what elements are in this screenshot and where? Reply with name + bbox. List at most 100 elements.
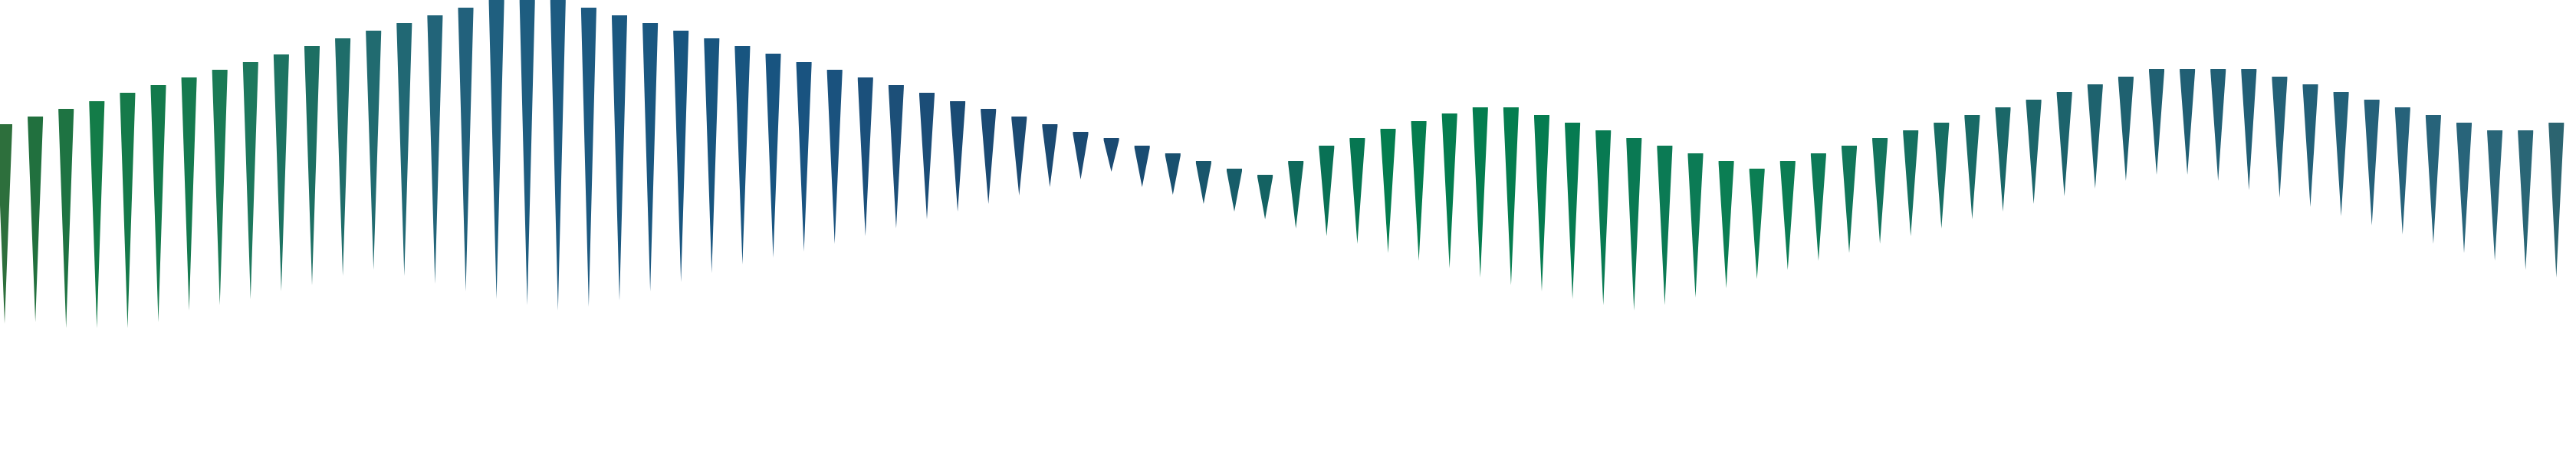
triangle-cap	[1779, 161, 1796, 163]
triangle-mark	[1165, 153, 1181, 195]
triangle-cap	[1995, 107, 2011, 110]
triangle-mark	[1472, 107, 1488, 278]
triangle-body	[2056, 94, 2072, 196]
triangle-body	[2487, 133, 2503, 261]
triangle-cap	[1964, 115, 1980, 117]
triangle-cap	[919, 93, 935, 95]
triangle-cap	[2210, 69, 2226, 71]
triangle-body	[1903, 133, 1919, 236]
triangle-cap	[550, 0, 566, 2]
triangle-mark	[1626, 138, 1642, 310]
triangle-body	[1565, 125, 1581, 299]
triangle-mark	[2518, 130, 2534, 270]
triangle-mark	[2487, 130, 2503, 261]
triangle-cap	[2118, 77, 2134, 79]
triangle-cap	[673, 31, 689, 33]
triangle-body	[642, 25, 659, 291]
triangle-cap	[1103, 138, 1119, 140]
triangle-cap	[181, 77, 197, 80]
triangle-cap	[89, 101, 105, 104]
triangle-cap	[950, 101, 966, 104]
triangle-body	[58, 111, 74, 328]
triangle-body	[1288, 163, 1304, 228]
triangle-body	[2333, 94, 2349, 216]
triangle-mark	[2149, 69, 2164, 175]
triangle-body	[1073, 134, 1089, 179]
triangle-mark	[1657, 146, 1673, 305]
triangle-body	[1411, 123, 1427, 261]
triangle-mark	[1319, 146, 1335, 236]
triangle-cap	[1718, 161, 1734, 163]
triangle-mark	[150, 85, 166, 322]
triangle-cap	[273, 54, 289, 57]
triangle-cap	[734, 46, 751, 48]
triangle-body	[2241, 71, 2257, 190]
triangle-mark	[857, 77, 873, 236]
triangle-mark	[1718, 161, 1734, 288]
triangle-mark	[212, 70, 228, 305]
triangle-body	[1319, 148, 1335, 236]
triangle-body	[1779, 163, 1796, 270]
triangle-mark	[1749, 169, 1765, 279]
triangle-cap	[1257, 175, 1273, 177]
triangle-body	[1657, 148, 1673, 305]
triangle-mark	[396, 23, 412, 276]
triangle-cap	[2364, 100, 2380, 102]
triangle-cap	[2026, 100, 2042, 102]
triangle-mark	[28, 117, 44, 322]
triangle-body	[765, 56, 781, 258]
triangle-mark	[734, 46, 751, 264]
triangle-body	[1195, 163, 1211, 204]
triangle-mark	[181, 77, 197, 310]
triangle-cap	[1810, 153, 1826, 156]
triangle-mark	[888, 85, 904, 228]
triangle-mark	[2210, 69, 2226, 181]
triangle-body	[519, 2, 535, 305]
triangle-body	[427, 18, 443, 284]
triangle-cap	[981, 109, 997, 111]
triangle-body	[550, 2, 566, 310]
triangle-mark	[1810, 153, 1826, 261]
triangle-cap	[396, 23, 412, 25]
triangle-cap	[1195, 161, 1211, 163]
triangle-cap	[1565, 123, 1581, 125]
triangle-body	[1595, 133, 1612, 305]
triangle-body	[2087, 87, 2103, 189]
triangle-mark	[1842, 146, 1857, 253]
triangle-cap	[1042, 124, 1058, 127]
triangle-body	[2364, 102, 2380, 225]
triangle-mark	[120, 93, 136, 328]
triangle-body	[120, 95, 136, 328]
triangle-cap	[1441, 113, 1457, 116]
triangle-mark	[1349, 138, 1365, 244]
triangle-cap	[366, 31, 382, 33]
triangle-cap	[120, 93, 136, 95]
triangle-cap	[2087, 84, 2103, 87]
triangle-body	[1042, 127, 1058, 187]
triangle-cap	[2180, 69, 2196, 71]
triangle-mark	[1934, 123, 1950, 228]
triangle-cap	[704, 38, 720, 41]
triangle-body	[826, 72, 843, 244]
triangle-body	[734, 48, 751, 264]
triangle-cap	[826, 70, 843, 72]
triangle-cap	[1011, 117, 1027, 119]
triangle-body	[1380, 131, 1396, 253]
triangle-body	[2518, 133, 2534, 270]
triangle-body	[2026, 102, 2042, 204]
triangle-body	[2394, 110, 2410, 235]
triangle-body	[181, 80, 197, 310]
triangle-body	[1749, 171, 1765, 279]
triangle-cap	[1657, 146, 1673, 148]
triangle-cap	[1349, 138, 1365, 140]
triangle-mark	[2118, 77, 2134, 181]
triangle-mark	[1779, 161, 1796, 270]
triangle-mark	[1595, 130, 1612, 305]
triangle-cap	[2518, 130, 2534, 133]
triangle-cap	[642, 23, 659, 25]
triangle-mark	[458, 8, 474, 291]
chart-marks	[0, 0, 2564, 328]
triangle-body	[1134, 148, 1150, 187]
triangle-body	[488, 2, 504, 299]
triangle-cap	[2056, 92, 2072, 94]
